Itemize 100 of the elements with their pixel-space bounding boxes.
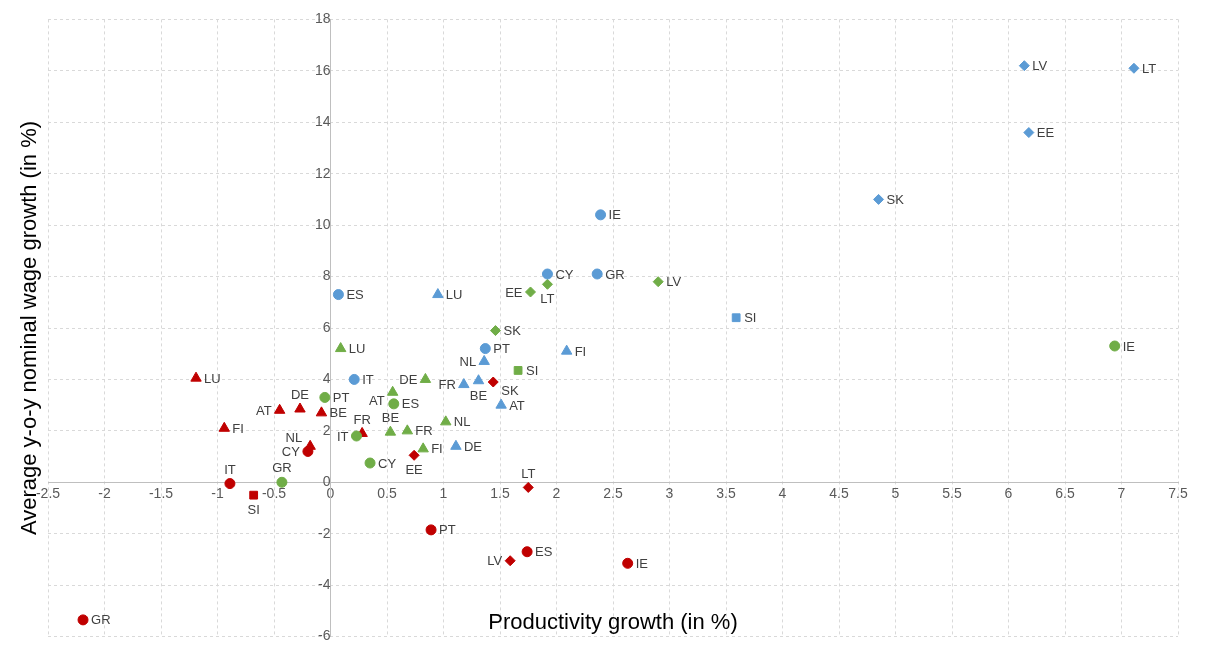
x-tick-label: -2 bbox=[98, 484, 111, 501]
x-tick-label: 4.5 bbox=[829, 484, 849, 501]
point bbox=[472, 374, 485, 385]
point bbox=[315, 406, 328, 417]
point bbox=[332, 289, 344, 301]
data-label: SI bbox=[526, 363, 539, 379]
data-label: CY bbox=[281, 444, 301, 460]
data-label: LV bbox=[1032, 58, 1048, 74]
point bbox=[513, 366, 523, 375]
data-label: LU bbox=[445, 287, 463, 303]
data-label: LT bbox=[1141, 60, 1157, 76]
y-tick-label: 8 bbox=[322, 267, 331, 284]
data-label: LT bbox=[540, 291, 555, 307]
y-tick-label: 12 bbox=[314, 164, 331, 181]
data-label: PT bbox=[332, 390, 350, 406]
data-label: ES bbox=[346, 287, 365, 303]
data-label: GR bbox=[91, 612, 111, 628]
point bbox=[1023, 127, 1035, 139]
y-tick-label: -2 bbox=[318, 524, 331, 541]
data-label: FI bbox=[574, 343, 587, 359]
point bbox=[622, 557, 634, 569]
point bbox=[1018, 60, 1030, 72]
x-tick-label: 6.5 bbox=[1055, 484, 1075, 501]
point bbox=[408, 449, 420, 461]
data-label: CY bbox=[555, 266, 574, 282]
x-tick-label: 1.5 bbox=[490, 484, 510, 501]
data-label: LV bbox=[487, 553, 503, 569]
data-label: NL bbox=[453, 414, 471, 430]
point bbox=[525, 286, 537, 298]
point bbox=[350, 430, 362, 442]
data-label: NL bbox=[285, 430, 303, 446]
point bbox=[218, 421, 230, 432]
point bbox=[440, 415, 452, 426]
point bbox=[521, 546, 533, 558]
point bbox=[348, 373, 360, 385]
y-tick-label: 14 bbox=[314, 113, 331, 130]
point bbox=[249, 490, 259, 500]
point bbox=[302, 445, 314, 457]
x-tick-label: -0.5 bbox=[261, 484, 287, 501]
point bbox=[560, 344, 573, 355]
y-tick-label: 10 bbox=[314, 215, 331, 232]
data-label: SK bbox=[886, 191, 905, 207]
data-label: FR bbox=[438, 377, 456, 393]
point bbox=[384, 425, 397, 436]
data-label: BE bbox=[469, 387, 488, 403]
x-tick-label: 3.5 bbox=[716, 484, 736, 501]
point bbox=[319, 391, 331, 403]
x-tick-label: 1 bbox=[439, 484, 448, 501]
point bbox=[591, 268, 603, 280]
data-label: LV bbox=[666, 274, 682, 290]
data-label: LT bbox=[521, 465, 536, 481]
point bbox=[873, 193, 885, 205]
data-label: AT bbox=[256, 402, 272, 418]
y-tick-label: -4 bbox=[318, 576, 331, 593]
data-label: IT bbox=[336, 428, 349, 444]
data-label: FI bbox=[431, 441, 443, 457]
data-label: IE bbox=[608, 207, 622, 223]
data-label: BE bbox=[381, 410, 400, 426]
point bbox=[541, 278, 553, 290]
x-tick-label: 2.5 bbox=[603, 484, 623, 501]
data-label: FR bbox=[353, 411, 371, 427]
point bbox=[419, 372, 432, 383]
data-label: SK bbox=[501, 383, 519, 399]
point bbox=[432, 288, 444, 299]
x-tick-label: 4 bbox=[778, 484, 787, 501]
point bbox=[276, 476, 288, 488]
point bbox=[1109, 340, 1121, 352]
data-label: AT bbox=[509, 397, 525, 413]
y-tick-label: 18 bbox=[314, 10, 331, 27]
data-label: EE bbox=[505, 284, 523, 300]
point bbox=[541, 268, 553, 280]
x-tick-label: 5.5 bbox=[942, 484, 962, 501]
data-label: GR bbox=[605, 266, 625, 282]
point bbox=[458, 378, 470, 389]
point bbox=[77, 614, 89, 626]
x-tick-label: 0.5 bbox=[377, 484, 397, 501]
point bbox=[504, 555, 516, 567]
y-tick-label: 6 bbox=[322, 318, 331, 335]
point bbox=[417, 442, 429, 453]
data-label: IT bbox=[362, 372, 374, 388]
point bbox=[386, 385, 399, 396]
y-tick-label: 16 bbox=[314, 61, 331, 78]
point bbox=[478, 354, 490, 365]
data-label: IE bbox=[1122, 338, 1136, 354]
data-label: LU bbox=[204, 370, 221, 386]
point bbox=[364, 457, 376, 469]
point bbox=[731, 313, 741, 323]
data-label: ES bbox=[401, 396, 420, 412]
data-label: IE bbox=[635, 555, 649, 571]
data-label: LU bbox=[348, 341, 366, 357]
point bbox=[401, 424, 414, 435]
x-tick-label: 7 bbox=[1117, 484, 1126, 501]
x-tick-label: 5 bbox=[891, 484, 900, 501]
x-tick-label: -1 bbox=[211, 484, 224, 501]
data-label: EE bbox=[1036, 125, 1055, 141]
x-tick-label: 3 bbox=[665, 484, 674, 501]
point bbox=[334, 342, 347, 353]
data-label: CY bbox=[378, 455, 397, 471]
y-tick-label: 2 bbox=[322, 421, 331, 438]
point bbox=[495, 398, 507, 409]
